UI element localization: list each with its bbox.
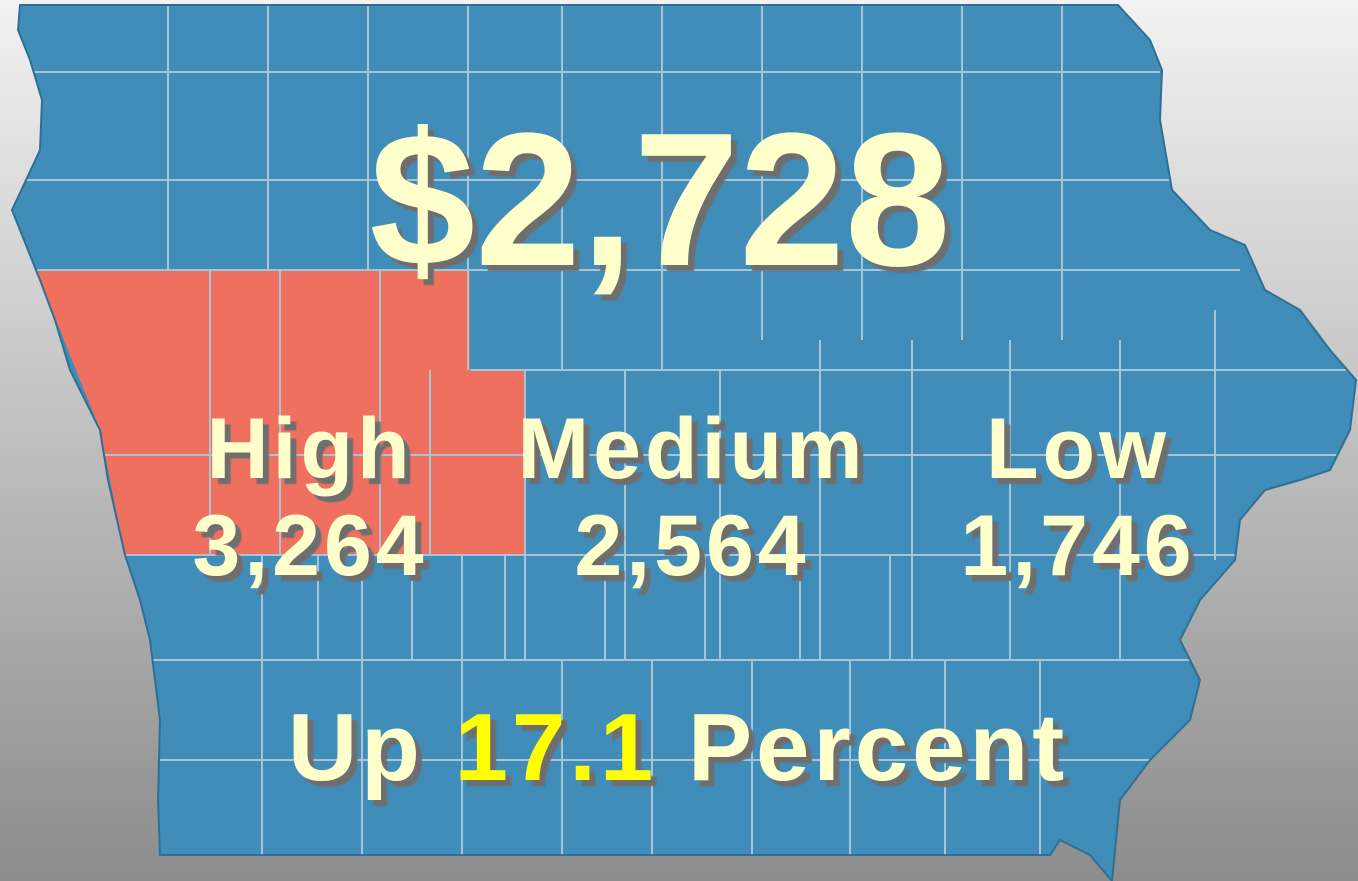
region-value: 3,264	[192, 498, 427, 594]
region-value: 2,564	[574, 498, 809, 594]
region-value: 1,746	[960, 498, 1195, 594]
region-label: Low	[986, 401, 1170, 497]
region-label: Medium	[518, 401, 867, 497]
footer: Up 17.1 Percent	[288, 694, 1068, 801]
labels: $2,728 High 3,264 Medium 2,564 Low 1,746…	[192, 94, 1195, 801]
footer-change: 17.1	[454, 694, 657, 801]
region-label: High	[206, 401, 413, 497]
footer-prefix: Up	[288, 694, 424, 801]
headline: $2,728	[369, 94, 950, 306]
footer-suffix: Percent	[688, 694, 1068, 801]
county-lines	[12, 5, 1356, 855]
